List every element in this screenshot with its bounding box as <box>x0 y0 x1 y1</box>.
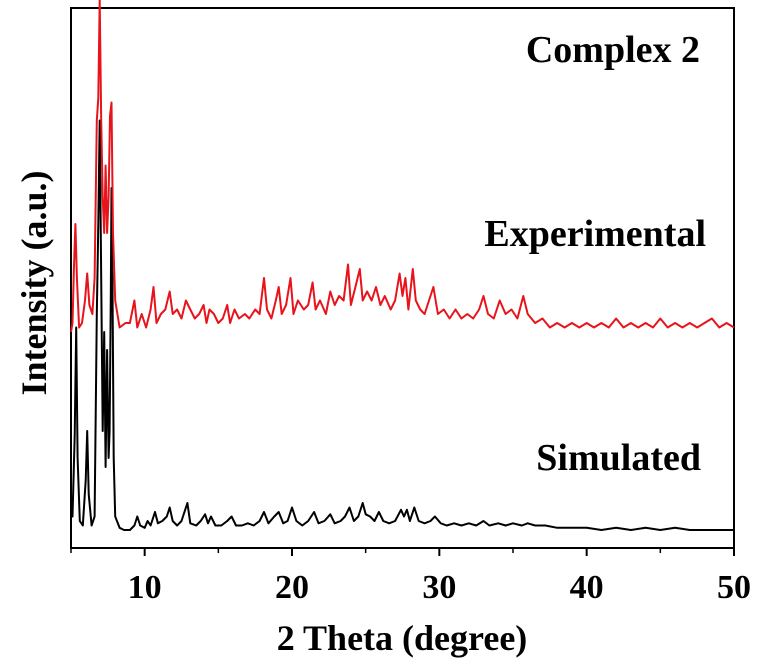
y-axis-title: Intensity (a.u.) <box>14 170 54 395</box>
series-line-experimental <box>70 0 735 333</box>
series-layer <box>70 0 735 531</box>
x-tick-label: 40 <box>570 569 604 606</box>
x-axis-title: 2 Theta (degree) <box>277 618 528 658</box>
series-line-simulated <box>70 119 734 531</box>
annotation-experimental: Experimental <box>484 213 706 255</box>
annotation-simulated: Simulated <box>536 437 701 479</box>
x-ticks: 10 20 30 40 50 <box>70 548 751 606</box>
x-tick-label: 20 <box>275 569 309 606</box>
annotation-complex: Complex 2 <box>526 29 700 71</box>
x-tick-label: 50 <box>717 569 751 606</box>
x-tick-label: 10 <box>128 569 162 606</box>
plot-frame <box>70 7 735 549</box>
x-tick-label: 30 <box>422 569 456 606</box>
